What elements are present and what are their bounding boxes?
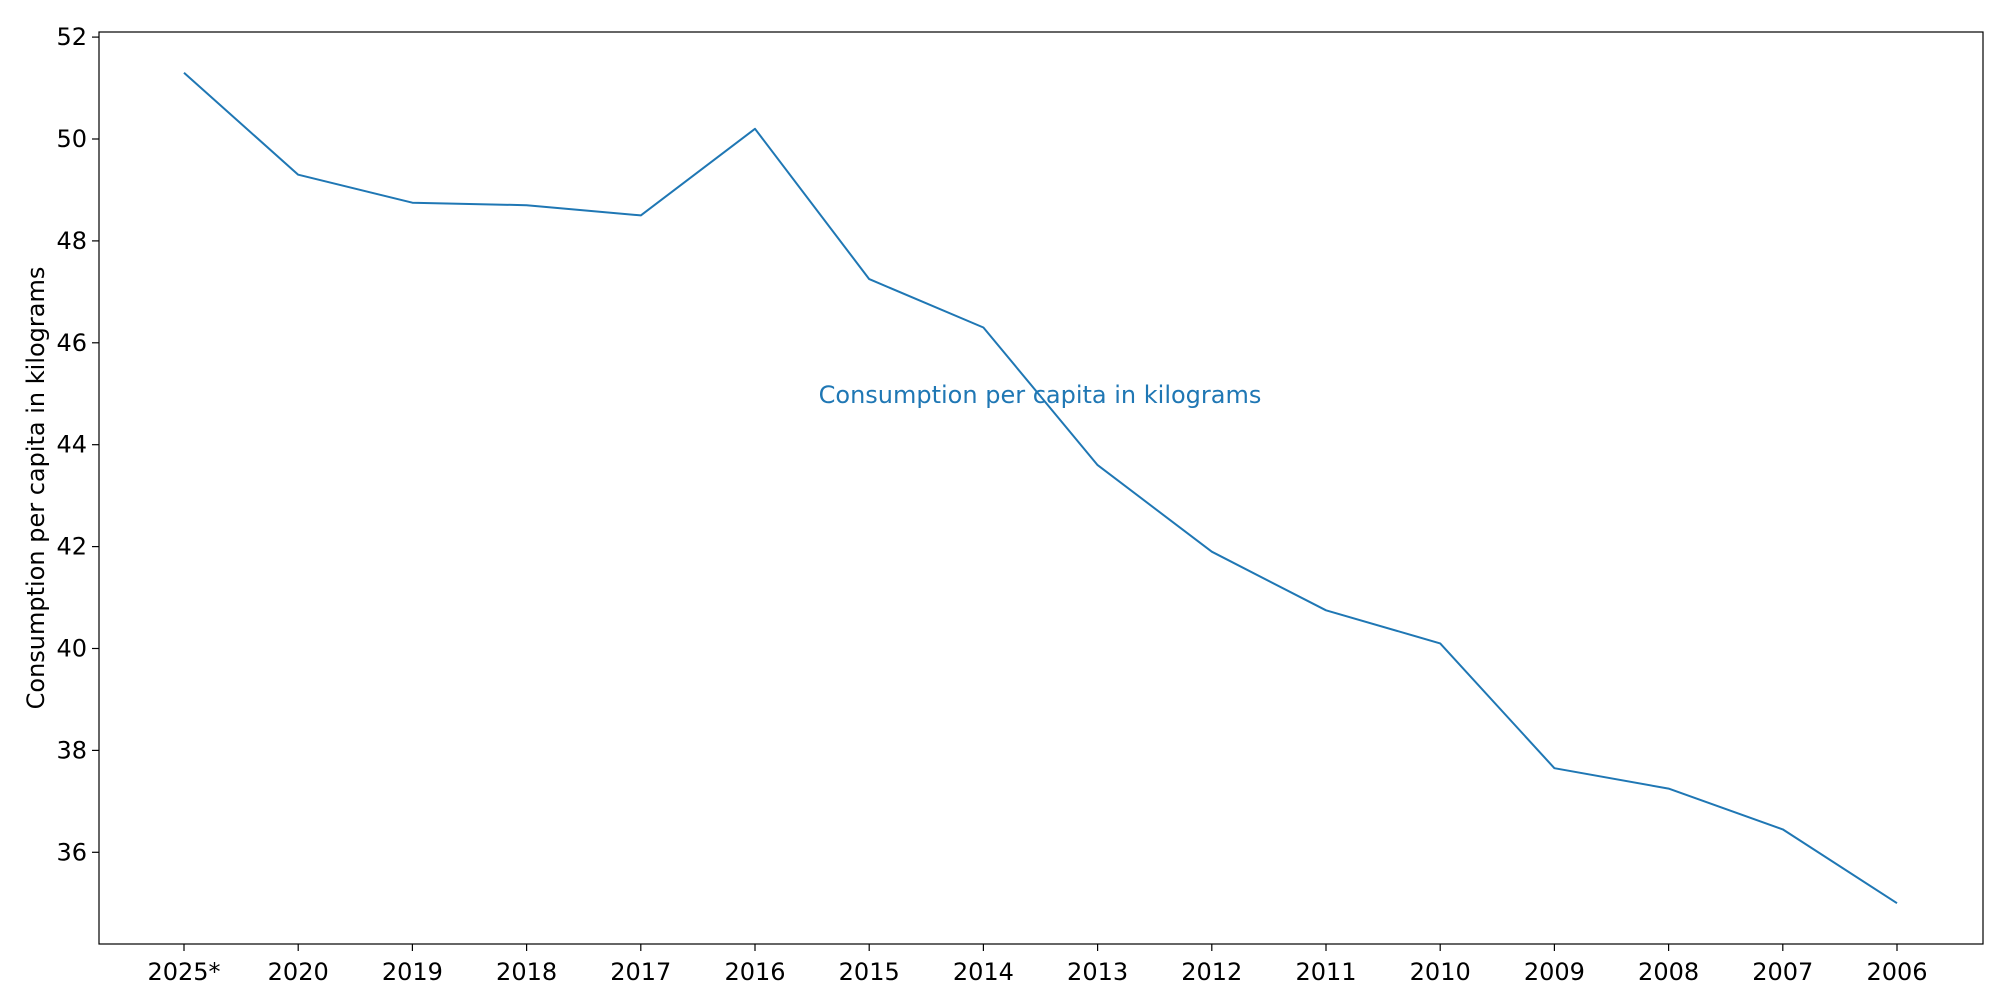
y-tick-label: 48 xyxy=(56,227,87,255)
x-tick-label: 2011 xyxy=(1295,958,1356,986)
x-tick-label: 2010 xyxy=(1410,958,1471,986)
y-tick-label: 42 xyxy=(56,533,87,561)
x-tick-label: 2007 xyxy=(1752,958,1813,986)
x-tick-label: 2018 xyxy=(496,958,557,986)
y-tick-label: 38 xyxy=(56,736,87,764)
y-tick-label: 46 xyxy=(56,329,87,357)
x-tick-label: 2016 xyxy=(724,958,785,986)
x-tick-label: 2014 xyxy=(953,958,1014,986)
series-line xyxy=(183,72,1898,905)
x-tick-label: 2020 xyxy=(268,958,329,986)
y-axis-ticks: 36 38 40 42 44 46 48 50 52 xyxy=(56,23,99,866)
series-group xyxy=(183,72,1898,905)
x-tick-label: 2019 xyxy=(382,958,443,986)
plot-area xyxy=(98,31,1984,945)
x-tick-label: 2012 xyxy=(1181,958,1242,986)
x-tick-label: 2013 xyxy=(1067,958,1128,986)
x-axis-ticks: 2025* 2020 2019 2018 2017 2016 2015 2014 2013 201… xyxy=(147,944,1928,986)
x-tick-label: 2009 xyxy=(1524,958,1585,986)
y-tick-label: 52 xyxy=(56,23,87,51)
y-tick-label: 50 xyxy=(56,125,87,153)
y-axis-title: Consumption per capita in kilograms xyxy=(22,267,50,710)
x-tick-label: 2006 xyxy=(1866,958,1927,986)
x-tick-label: 2015 xyxy=(839,958,900,986)
y-tick-label: 36 xyxy=(56,838,87,866)
x-tick-label: 2008 xyxy=(1638,958,1699,986)
series-label: Consumption per capita in kilograms xyxy=(819,381,1262,409)
x-tick-label: 2025* xyxy=(147,958,220,986)
y-tick-label: 40 xyxy=(56,634,87,662)
y-tick-label: 44 xyxy=(56,431,87,459)
x-tick-label: 2017 xyxy=(610,958,671,986)
